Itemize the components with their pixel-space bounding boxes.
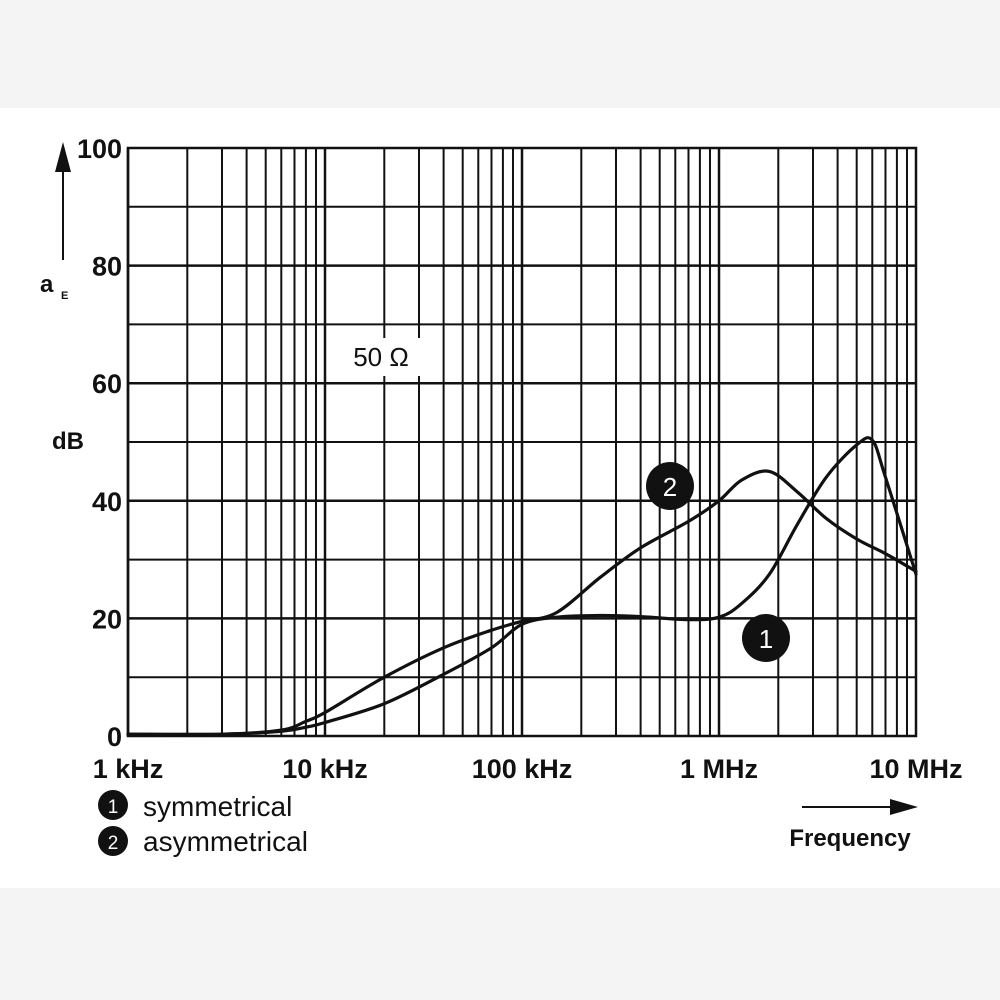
y-tick-labels: 0 20 40 60 80 100	[77, 134, 122, 752]
legend-label-asymmetrical: asymmetrical	[143, 826, 308, 857]
y-axis-unit: dB	[52, 428, 84, 455]
legend-marker-1: 1	[108, 797, 119, 818]
y-axis-subscript: E	[61, 290, 68, 302]
y-tick-label: 0	[107, 722, 122, 752]
legend: 1 symmetrical 2 asymmetrical	[98, 790, 308, 857]
y-axis-symbol: a	[40, 271, 54, 298]
plot-frame	[126, 146, 918, 738]
x-axis-title: Frequency	[789, 799, 918, 852]
y-tick-label: 40	[92, 487, 122, 517]
series-layer	[126, 436, 918, 737]
curve-marker-1: 1	[742, 614, 790, 662]
legend-item-asymmetrical: 2 asymmetrical	[98, 826, 308, 857]
x-tick-label: 10 kHz	[282, 754, 368, 784]
x-tick-label: 1 kHz	[93, 754, 164, 784]
x-tick-label: 1 MHz	[680, 754, 758, 784]
curve-marker-2: 2	[646, 462, 694, 510]
series-line-symmetrical	[126, 436, 918, 737]
minor-gridlines	[128, 148, 916, 736]
legend-item-symmetrical: 1 symmetrical	[98, 790, 292, 822]
y-axis-title: a E dB	[40, 142, 84, 455]
curve-marker-2-label: 2	[663, 472, 677, 502]
annotation-impedance: 50 Ω	[353, 342, 409, 372]
legend-marker-2: 2	[108, 833, 119, 854]
x-tick-label: 100 kHz	[472, 754, 573, 784]
x-tick-label: 10 MHz	[869, 754, 962, 784]
legend-label-symmetrical: symmetrical	[143, 791, 292, 822]
x-tick-labels: 1 kHz 10 kHz 100 kHz 1 MHz 10 MHz	[93, 754, 963, 784]
y-tick-label: 20	[92, 604, 122, 634]
series-line-asymmetrical	[126, 469, 918, 737]
curve-marker-1-label: 1	[759, 624, 773, 654]
y-tick-label: 80	[92, 252, 122, 282]
annotation-box	[338, 338, 424, 376]
y-tick-label: 100	[77, 134, 122, 164]
x-axis-label: Frequency	[789, 825, 911, 852]
y-tick-label: 60	[92, 369, 122, 399]
page-background	[0, 108, 1000, 888]
